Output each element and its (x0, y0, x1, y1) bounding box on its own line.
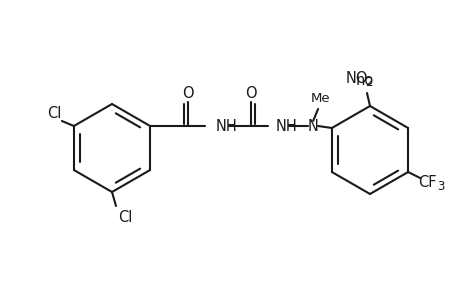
Text: Cl: Cl (118, 209, 132, 224)
Text: 2: 2 (364, 76, 372, 88)
Text: 3: 3 (437, 179, 444, 193)
Text: N: N (307, 118, 318, 134)
Text: O: O (245, 85, 257, 100)
Text: CF: CF (417, 175, 436, 190)
Text: no: no (355, 73, 373, 88)
Text: NO: NO (345, 70, 368, 86)
Text: Cl: Cl (47, 106, 61, 121)
Text: O: O (182, 85, 194, 100)
Text: Me: Me (310, 92, 329, 104)
Text: NH: NH (275, 118, 297, 134)
Text: NH: NH (216, 118, 237, 134)
